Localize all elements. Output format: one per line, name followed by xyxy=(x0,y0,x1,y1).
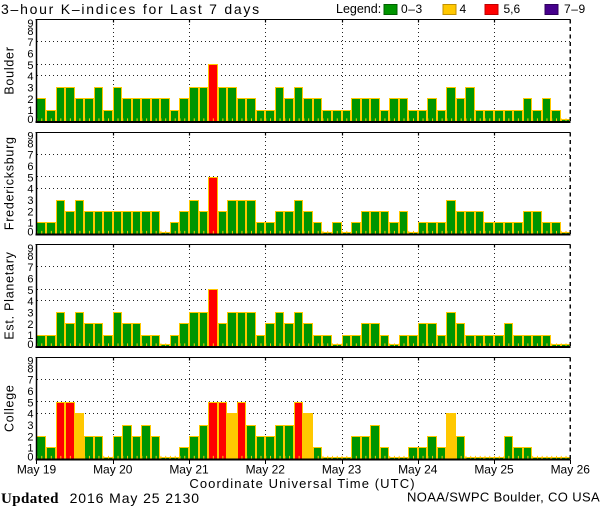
svg-text:9: 9 xyxy=(27,131,33,143)
svg-text:College: College xyxy=(3,384,17,432)
svg-text:7: 7 xyxy=(27,375,33,387)
svg-text:May 19: May 19 xyxy=(17,463,57,477)
svg-text:1: 1 xyxy=(27,443,33,455)
svg-text:0: 0 xyxy=(27,114,33,126)
svg-text:Est. Planetary: Est. Planetary xyxy=(3,251,17,339)
svg-text:5: 5 xyxy=(27,397,33,409)
svg-text:5: 5 xyxy=(27,285,33,297)
svg-text:3: 3 xyxy=(27,195,33,207)
svg-text:Coordinate Universal Time (UTC: Coordinate Universal Time (UTC) xyxy=(189,476,415,491)
svg-text:3–hour K–indices for Last 7 da: 3–hour K–indices for Last 7 days xyxy=(1,1,261,17)
svg-text:May 25: May 25 xyxy=(474,463,514,477)
svg-text:6: 6 xyxy=(27,386,33,398)
svg-text:6: 6 xyxy=(27,274,33,286)
svg-text:4: 4 xyxy=(27,296,33,308)
svg-text:3: 3 xyxy=(27,420,33,432)
svg-text:1: 1 xyxy=(27,330,33,342)
svg-text:2: 2 xyxy=(27,206,33,218)
svg-text:2: 2 xyxy=(27,94,33,106)
svg-text:7: 7 xyxy=(27,150,33,162)
svg-text:Legend:: Legend: xyxy=(336,2,381,16)
svg-text:7: 7 xyxy=(27,262,33,274)
svg-text:Fredericksburg: Fredericksburg xyxy=(3,136,17,230)
svg-text:0: 0 xyxy=(27,452,33,464)
svg-text:8: 8 xyxy=(27,138,33,150)
svg-text:9: 9 xyxy=(27,18,33,30)
svg-text:May 26: May 26 xyxy=(551,463,591,477)
svg-text:1: 1 xyxy=(27,105,33,117)
svg-text:8: 8 xyxy=(27,363,33,375)
svg-text:3: 3 xyxy=(27,308,33,320)
svg-text:4: 4 xyxy=(27,409,33,421)
svg-text:6: 6 xyxy=(27,161,33,173)
svg-text:Boulder: Boulder xyxy=(3,46,17,94)
svg-text:9: 9 xyxy=(27,356,33,368)
svg-text:4: 4 xyxy=(27,71,33,83)
svg-text:0: 0 xyxy=(27,227,33,239)
svg-text:1: 1 xyxy=(27,218,33,230)
svg-text:8: 8 xyxy=(27,251,33,263)
svg-text:May 22: May 22 xyxy=(246,463,286,477)
svg-text:0–3: 0–3 xyxy=(401,2,423,16)
svg-text:Updated 2016 May 25 2130: Updated 2016 May 25 2130 xyxy=(1,490,200,507)
svg-text:7: 7 xyxy=(27,37,33,49)
svg-text:May 23: May 23 xyxy=(322,463,362,477)
svg-text:2: 2 xyxy=(27,431,33,443)
svg-text:5: 5 xyxy=(27,172,33,184)
svg-text:May 20: May 20 xyxy=(93,463,133,477)
svg-text:5,6: 5,6 xyxy=(504,2,521,16)
svg-text:0: 0 xyxy=(27,339,33,351)
svg-text:9: 9 xyxy=(27,243,33,255)
svg-text:2: 2 xyxy=(27,319,33,331)
svg-text:6: 6 xyxy=(27,49,33,61)
svg-text:May 21: May 21 xyxy=(169,463,209,477)
svg-text:May 24: May 24 xyxy=(398,463,438,477)
svg-text:NOAA/SWPC Boulder, CO USA: NOAA/SWPC Boulder, CO USA xyxy=(407,490,600,505)
svg-text:4: 4 xyxy=(460,2,467,16)
svg-text:4: 4 xyxy=(27,184,33,196)
svg-text:5: 5 xyxy=(27,60,33,72)
svg-text:3: 3 xyxy=(27,83,33,95)
svg-text:8: 8 xyxy=(27,26,33,38)
svg-text:7–9: 7–9 xyxy=(564,2,586,16)
